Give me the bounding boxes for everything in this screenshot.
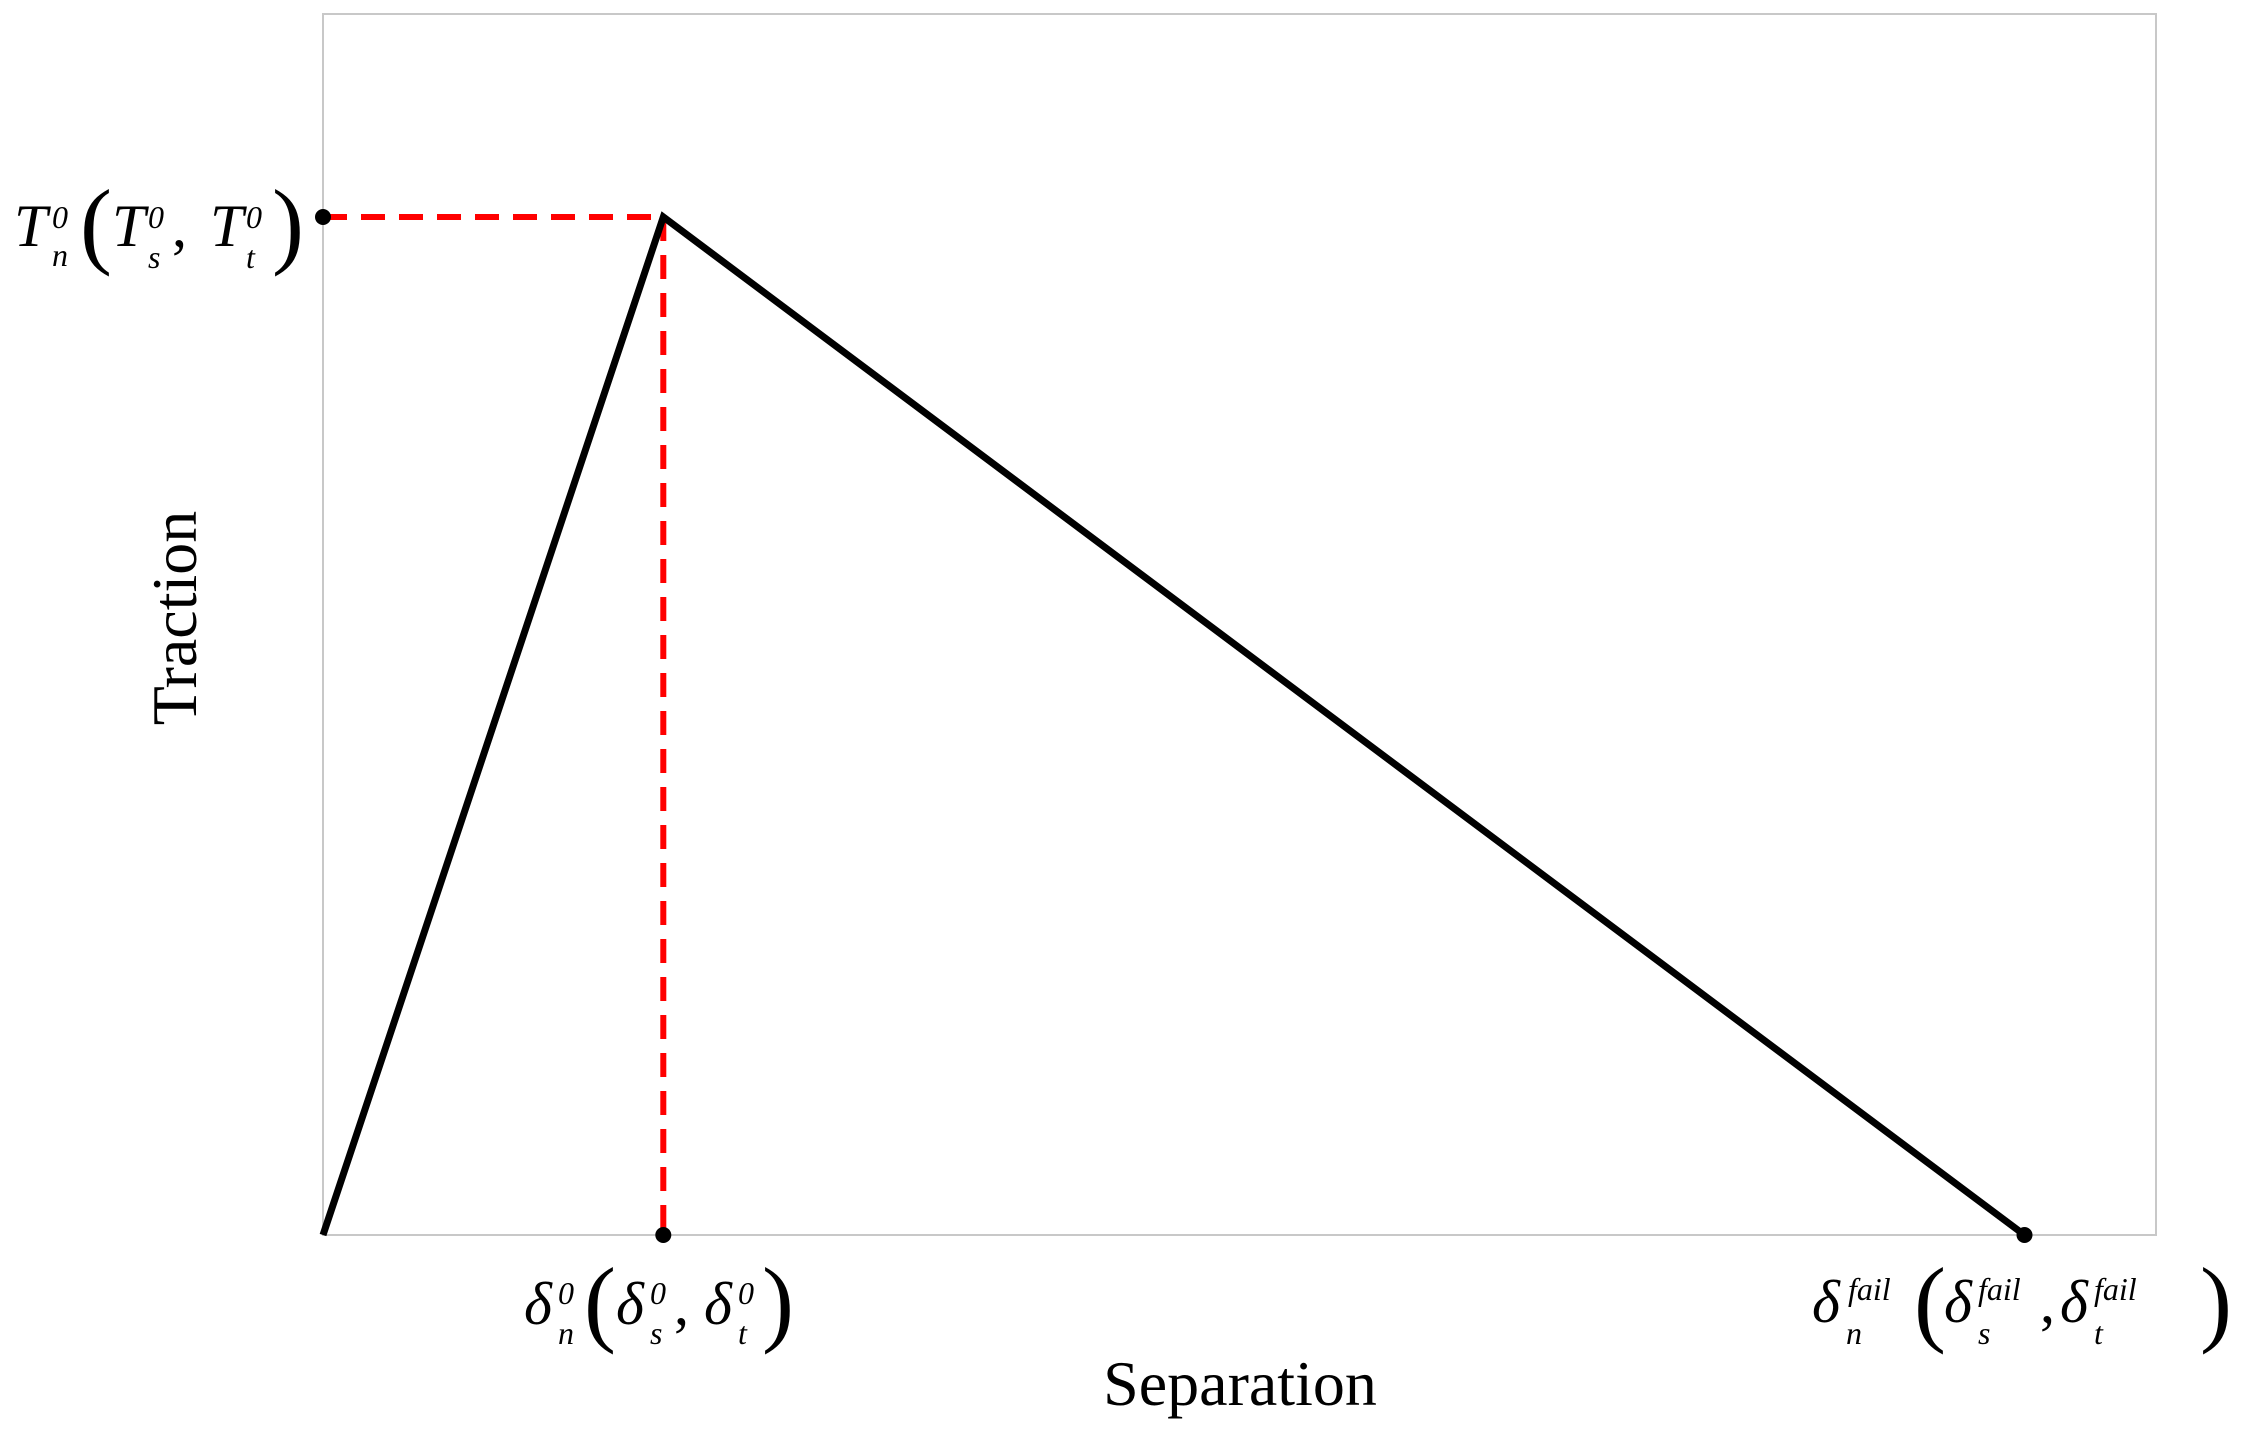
guide-lines — [323, 214, 667, 1235]
x-fail-b: δ — [2060, 1269, 2089, 1335]
y-peak-close-paren: ) — [272, 170, 304, 277]
y-peak-main-sup: 0 — [52, 199, 68, 235]
y-peak-open-paren: ( — [80, 170, 112, 277]
x-axis-title: Separation — [1103, 1348, 1377, 1419]
y-peak-comma: , — [172, 193, 187, 259]
x-onset-a: δ — [616, 1271, 645, 1337]
markers-group — [315, 209, 2033, 1243]
plot-frame — [322, 13, 2157, 1236]
x-fail-main-sup: fail — [1848, 1271, 1891, 1307]
x-onset-a-sub: s — [650, 1315, 662, 1351]
x-fail-a-sub: s — [1978, 1315, 1990, 1351]
x-fail-open-paren: ( — [1914, 1248, 1946, 1355]
x-onset-close-paren: ) — [762, 1248, 794, 1355]
x-fail-main-sub: n — [1846, 1315, 1862, 1351]
traction-peak-marker — [315, 209, 331, 225]
y-peak-main: T — [14, 193, 51, 259]
x-fail-b-sup: fail — [2094, 1271, 2137, 1307]
x-onset-b-sub: t — [738, 1315, 748, 1351]
x-fail-close-paren: ) — [2200, 1248, 2232, 1355]
series-line-0 — [319, 211, 2027, 1238]
x-onset-open-paren: ( — [584, 1248, 616, 1355]
x-fail-main: δ — [1812, 1269, 1841, 1335]
y-peak-b-sup: 0 — [246, 199, 262, 235]
damage-onset-marker — [655, 1227, 672, 1243]
y-peak-b-sub: t — [246, 239, 256, 275]
x-onset-b: δ — [704, 1271, 733, 1337]
x-onset-main-sub: n — [558, 1315, 574, 1351]
x-fail-comma: , — [2040, 1269, 2055, 1335]
x-onset-comma: , — [674, 1271, 689, 1337]
x-onset-tick-label: δ 0 n ( δ 0 s , δ 0 t ) — [524, 1248, 794, 1355]
x-fail-b-sub: t — [2094, 1315, 2104, 1351]
x-onset-b-sup: 0 — [738, 1275, 754, 1311]
x-onset-main: δ — [524, 1271, 553, 1337]
y-peak-a-sub: s — [148, 239, 160, 275]
series-group — [319, 211, 2027, 1238]
x-onset-main-sup: 0 — [558, 1275, 574, 1311]
y-peak-b: T — [210, 193, 247, 259]
y-axis-title: Traction — [139, 511, 210, 726]
x-onset-a-sup: 0 — [650, 1275, 666, 1311]
y-peak-a-sup: 0 — [148, 199, 164, 235]
failure-marker — [2016, 1227, 2033, 1243]
y-peak-main-sub: n — [52, 237, 68, 273]
x-fail-a: δ — [1944, 1269, 1973, 1335]
x-fail-tick-label: δ fail n ( δ fail s , δ fail t ) — [1812, 1248, 2232, 1355]
y-peak-tick-label: T 0 n ( T 0 s , T 0 t ) — [14, 170, 304, 277]
y-peak-a: T — [112, 193, 149, 259]
x-fail-a-sup: fail — [1978, 1271, 2021, 1307]
